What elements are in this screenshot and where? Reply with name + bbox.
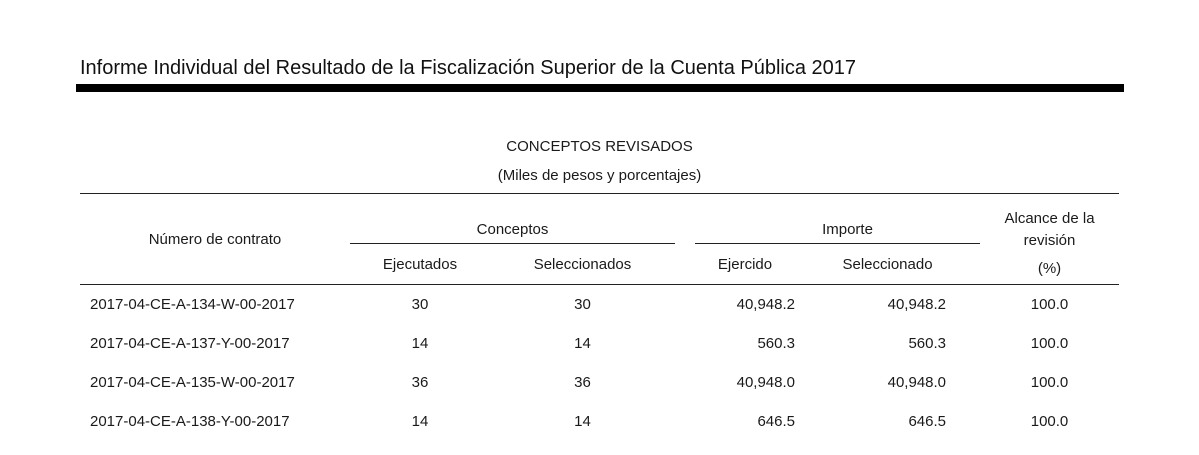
- cell-alcance: 100.0: [1030, 296, 1069, 313]
- header-alcance-unit: (%): [1037, 260, 1062, 277]
- header-seleccionados: Seleccionados: [490, 244, 675, 285]
- header-conceptos-label: Conceptos: [476, 221, 549, 238]
- cell-contract: 2017-04-CE-A-135-W-00-2017: [90, 374, 295, 391]
- header-ejecutados: Ejecutados: [350, 244, 490, 285]
- cell-ejercido: 646.5: [757, 413, 795, 430]
- table-row: 2017-04-CE-A-138-Y-00-2017 14 14 646.5 6…: [80, 402, 1119, 441]
- table-row: 2017-04-CE-A-137-Y-00-2017 14 14 560.3 5…: [80, 324, 1119, 363]
- cell-contract: 2017-04-CE-A-134-W-00-2017: [90, 296, 295, 313]
- conceptos-table: Número de contrato Conceptos Importe Alc…: [80, 193, 1120, 442]
- cell-ejercido: 40,948.0: [736, 374, 795, 391]
- header-alcance-label: Alcance de la revisión: [1004, 210, 1095, 249]
- header-alcance: Alcance de la revisión (%): [980, 193, 1120, 285]
- header-importe-label: Importe: [822, 221, 873, 238]
- cell-ejecutados: 14: [411, 335, 429, 352]
- cell-seleccionados: 30: [574, 296, 591, 313]
- cell-seleccionado: 40,948.0: [887, 374, 947, 391]
- cell-seleccionado: 646.5: [908, 413, 947, 430]
- header-seleccionado: Seleccionado: [795, 244, 981, 285]
- cell-ejecutados: 14: [411, 413, 429, 430]
- header-contract: Número de contrato: [80, 193, 350, 285]
- cell-alcance: 100.0: [1030, 374, 1069, 391]
- cell-ejercido: 560.3: [757, 335, 795, 352]
- header-conceptos-group: Conceptos: [350, 193, 675, 244]
- conceptos-table-wrapper: Número de contrato Conceptos Importe Alc…: [80, 193, 1120, 442]
- importe-group-rule: [695, 243, 981, 244]
- table-body: 2017-04-CE-A-134-W-00-2017 30 30 40,948.…: [80, 285, 1119, 442]
- cell-contract: 2017-04-CE-A-137-Y-00-2017: [90, 335, 290, 352]
- table-title: CONCEPTOS REVISADOS: [506, 138, 693, 155]
- document-header-title: Informe Individual del Resultado de la F…: [80, 57, 857, 79]
- header-rule: [76, 84, 1124, 92]
- cell-seleccionados: 36: [574, 374, 591, 391]
- table-head: Número de contrato Conceptos Importe Alc…: [80, 193, 1120, 285]
- cell-contract: 2017-04-CE-A-138-Y-00-2017: [90, 413, 290, 430]
- cell-seleccionado: 40,948.2: [887, 296, 947, 313]
- cell-seleccionados: 14: [574, 335, 591, 352]
- cell-ejecutados: 36: [411, 374, 429, 391]
- conceptos-group-rule: [350, 243, 675, 244]
- header-importe-group: Importe: [675, 193, 981, 244]
- table-row: 2017-04-CE-A-134-W-00-2017 30 30 40,948.…: [80, 285, 1119, 325]
- table-subtitle: (Miles de pesos y porcentajes): [497, 167, 702, 184]
- table-row: 2017-04-CE-A-135-W-00-2017 36 36 40,948.…: [80, 363, 1119, 402]
- cell-ejercido: 40,948.2: [736, 296, 795, 313]
- cell-seleccionado: 560.3: [908, 335, 947, 352]
- header-ejercido: Ejercido: [675, 244, 795, 285]
- cell-seleccionados: 14: [574, 413, 591, 430]
- cell-ejecutados: 30: [411, 296, 429, 313]
- cell-alcance: 100.0: [1030, 335, 1069, 352]
- cell-alcance: 100.0: [1030, 413, 1069, 430]
